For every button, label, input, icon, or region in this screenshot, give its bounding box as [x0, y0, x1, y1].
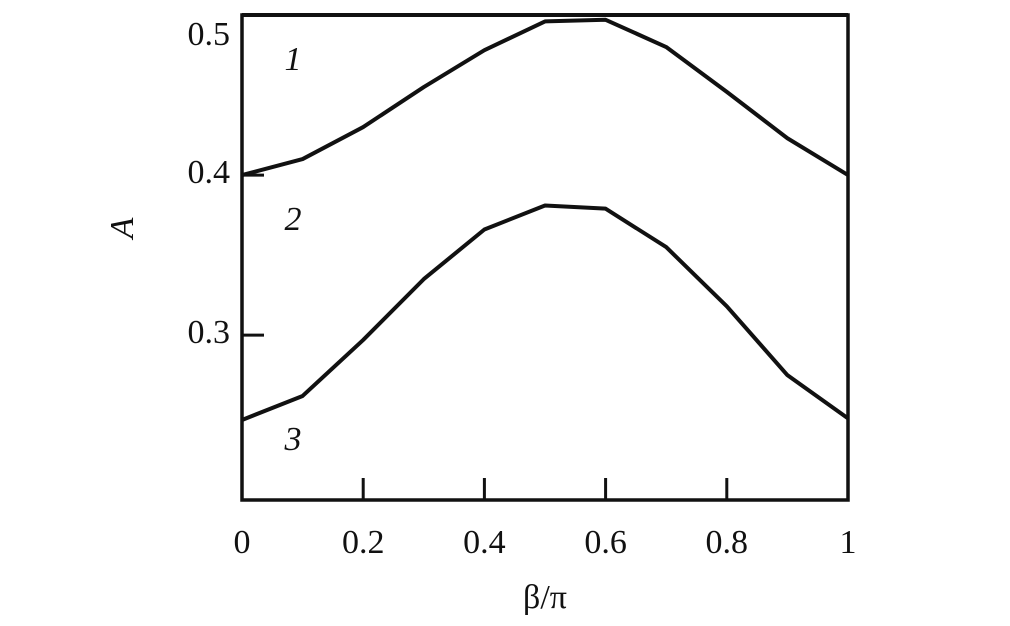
x-tick-label: 0.8 [706, 524, 749, 561]
y-axis-label: A [104, 217, 141, 240]
y-tick-label: 0.5 [188, 16, 231, 53]
line [241, 17, 850, 177]
series-label: 3 [284, 421, 302, 458]
series-label: 2 [285, 201, 302, 238]
x-tick-label: 0.2 [342, 524, 385, 561]
plot-frame [240, 13, 850, 502]
x-axis-label: β/π [523, 579, 567, 616]
y-tick-label: 0.3 [188, 314, 231, 351]
x-tick-label: 0.4 [463, 524, 506, 561]
x-tick-label: 0 [234, 524, 251, 561]
x-tick-label: 0.6 [584, 524, 627, 561]
x-tick-label: 1 [840, 524, 857, 561]
line [241, 203, 850, 422]
y-tick-label: 0.4 [188, 154, 231, 191]
series-label: 1 [285, 41, 302, 78]
